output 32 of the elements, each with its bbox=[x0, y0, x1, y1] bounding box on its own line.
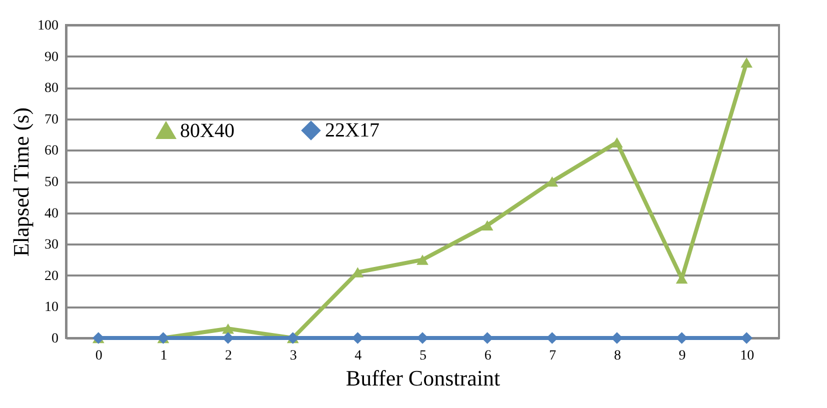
y-tick-label: 0 bbox=[52, 332, 58, 346]
y-tick-label: 30 bbox=[44, 238, 58, 253]
point bbox=[481, 220, 494, 230]
y-tick-label: 90 bbox=[44, 50, 58, 65]
x-tick-label: 2 bbox=[225, 348, 232, 364]
legend-label: 80X40 bbox=[180, 120, 234, 142]
point bbox=[416, 254, 428, 265]
x-tick-label: 9 bbox=[678, 348, 686, 364]
x-tick-label: 4 bbox=[354, 348, 362, 364]
x-tick-label: 7 bbox=[549, 348, 556, 364]
y-axis-title: Elapsed Time (s) bbox=[8, 107, 34, 257]
y-tick-label: 10 bbox=[44, 300, 58, 316]
x-tick-label: 5 bbox=[420, 348, 426, 364]
point bbox=[222, 323, 234, 334]
y-tick-label: 80 bbox=[44, 81, 58, 96]
y-tick-label: 100 bbox=[38, 18, 58, 34]
point bbox=[740, 57, 753, 68]
x-tick-label: 1 bbox=[160, 348, 168, 364]
point bbox=[546, 176, 558, 187]
point bbox=[611, 137, 623, 148]
y-tick-label: 70 bbox=[44, 112, 58, 128]
x-axis-title: Buffer Constraint bbox=[346, 366, 500, 390]
x-tick-label: 6 bbox=[484, 348, 492, 364]
x-tick-label: 8 bbox=[614, 348, 621, 364]
x-tick-label: 10 bbox=[740, 348, 754, 364]
x-tick-label: 3 bbox=[290, 348, 297, 364]
legend-label: 22X17 bbox=[325, 119, 380, 142]
y-tick-label: 60 bbox=[44, 144, 58, 159]
y-tick-label: 50 bbox=[44, 175, 58, 190]
x-tick-label: 0 bbox=[95, 348, 102, 364]
y-tick-label: 40 bbox=[44, 206, 58, 222]
y-tick-label: 20 bbox=[44, 268, 58, 284]
